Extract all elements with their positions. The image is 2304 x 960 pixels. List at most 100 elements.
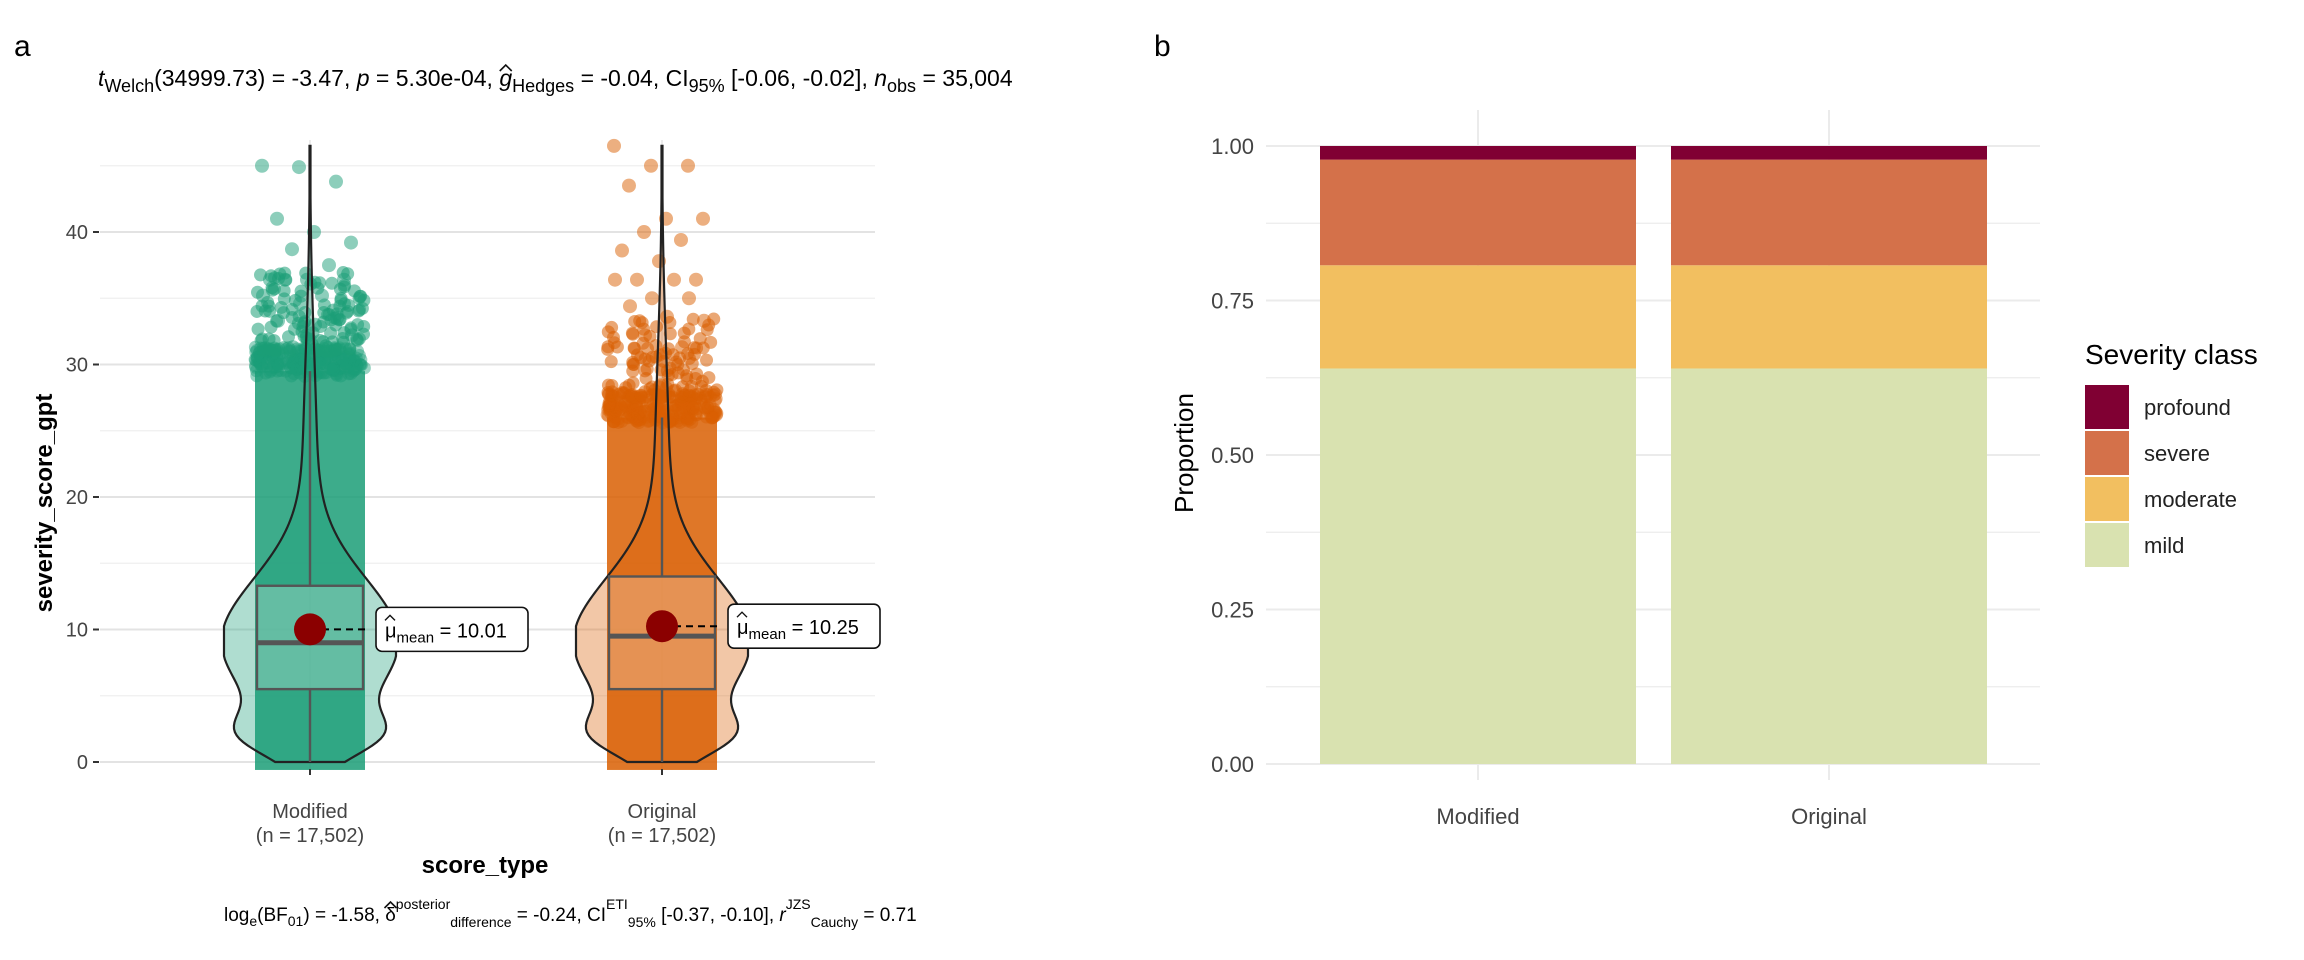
jitter-point (291, 316, 305, 330)
jitter-point (357, 361, 371, 375)
jitter-point (303, 357, 317, 371)
outlier-point (329, 174, 343, 189)
mean-label-box (727, 603, 881, 649)
jitter-point (629, 411, 643, 425)
jitter-point (601, 409, 615, 423)
jitter-point (287, 356, 301, 370)
jitter-point (271, 358, 285, 372)
jitter-point (698, 401, 712, 415)
jitter-point (654, 410, 668, 424)
jitter-point (346, 361, 360, 375)
jitter-point (687, 341, 701, 355)
jitter-point (685, 399, 699, 413)
outlier-point (622, 178, 636, 193)
jitter-point (344, 367, 358, 381)
jitter-point (330, 368, 344, 382)
jitter-point (673, 415, 687, 429)
jitter-point (354, 358, 368, 372)
x-tick-label: Original (628, 801, 697, 823)
jitter-point (607, 407, 621, 421)
jitter-point (673, 351, 687, 365)
jitter-point (710, 406, 724, 420)
jitter-point (685, 415, 699, 429)
jitter-point (297, 350, 311, 364)
outlier-point (292, 160, 306, 175)
panel-a-violin-box (222, 144, 750, 764)
jitter-point (604, 406, 618, 420)
legend-label-mild: mild (2144, 533, 2184, 558)
mean-label: μmean = 10.25 (737, 617, 859, 643)
jitter-point (707, 409, 721, 423)
jitter-point (343, 343, 357, 357)
jitter-point (347, 363, 361, 377)
bar-segment-mild (1671, 368, 1987, 764)
legend-label-severe: severe (2144, 441, 2210, 466)
jitter-point (263, 343, 277, 357)
jitter-point (297, 350, 311, 364)
bar-segment-severe (1671, 159, 1987, 266)
jitter-point (619, 399, 633, 413)
y-tick-label: 0.75 (1211, 289, 1254, 314)
jitter-point (634, 388, 648, 402)
jitter-point (319, 358, 333, 372)
jitter-point (607, 408, 621, 422)
jitter-point (283, 361, 297, 375)
jitter-point (663, 415, 677, 429)
jitter-point (272, 357, 286, 371)
outlier-point (293, 296, 307, 311)
panel-a-x-axis-title: score_type (422, 852, 549, 879)
jitter-point (313, 357, 327, 371)
jitter-point (347, 353, 361, 367)
outlier-point (689, 272, 703, 287)
y-tick-label: 0 (77, 752, 88, 774)
jitter-point (661, 369, 675, 383)
jitter-point (270, 364, 284, 378)
jitter-point (339, 361, 353, 375)
legend-title: Severity class (2085, 339, 2258, 370)
jitter-point (604, 355, 618, 369)
jitter-point (677, 400, 691, 414)
jitter-point (696, 406, 710, 420)
hat-mark (736, 611, 748, 618)
jitter-point (280, 356, 294, 370)
legend-label-moderate: moderate (2144, 487, 2237, 512)
panel-a-caption: loge(BF01) = -1.58, δposteriordifference… (224, 896, 917, 930)
jitter-point (319, 366, 333, 380)
jitter-point (690, 402, 704, 416)
outlier-point (608, 272, 622, 287)
outlier-point (623, 299, 637, 314)
jitter-point (284, 361, 298, 375)
jitter-point (621, 410, 635, 424)
jitter-point (285, 356, 299, 370)
jitter-point (699, 410, 713, 424)
jitter-point (676, 404, 690, 418)
jitter-point (668, 403, 682, 417)
x-tick-label: Modified (272, 801, 348, 823)
jitter-point (281, 330, 295, 344)
jitter-point (639, 371, 653, 385)
jitter-point (256, 360, 270, 374)
panel-a-subtitle: tWelch(34999.73) = -3.47, p = 5.30e-04, … (98, 65, 1013, 96)
jitter-point (341, 360, 355, 374)
jitter-point (645, 350, 659, 364)
jitter-point (297, 350, 311, 364)
jitter-point (608, 400, 622, 414)
jitter-point (249, 360, 263, 374)
jitter-point (623, 408, 637, 422)
legend: profound severe moderate mild (2085, 385, 2237, 567)
jitter-point (641, 414, 655, 428)
jitter-point (686, 312, 700, 326)
y-tick-label: 1.00 (1211, 134, 1254, 159)
panel-a-mean-labels: μmean = 10.01 μmean = 10.25 (294, 603, 881, 653)
y-tick-label: 0.25 (1211, 598, 1254, 623)
jitter-point (639, 404, 653, 418)
jitter-point (680, 407, 694, 421)
legend-label-profound: profound (2144, 395, 2231, 420)
panel-a-letter: a (14, 30, 31, 63)
jitter-point (328, 356, 342, 370)
jitter-point (666, 412, 680, 426)
y-tick-label: 20 (66, 487, 88, 509)
outlier-point (322, 258, 336, 273)
